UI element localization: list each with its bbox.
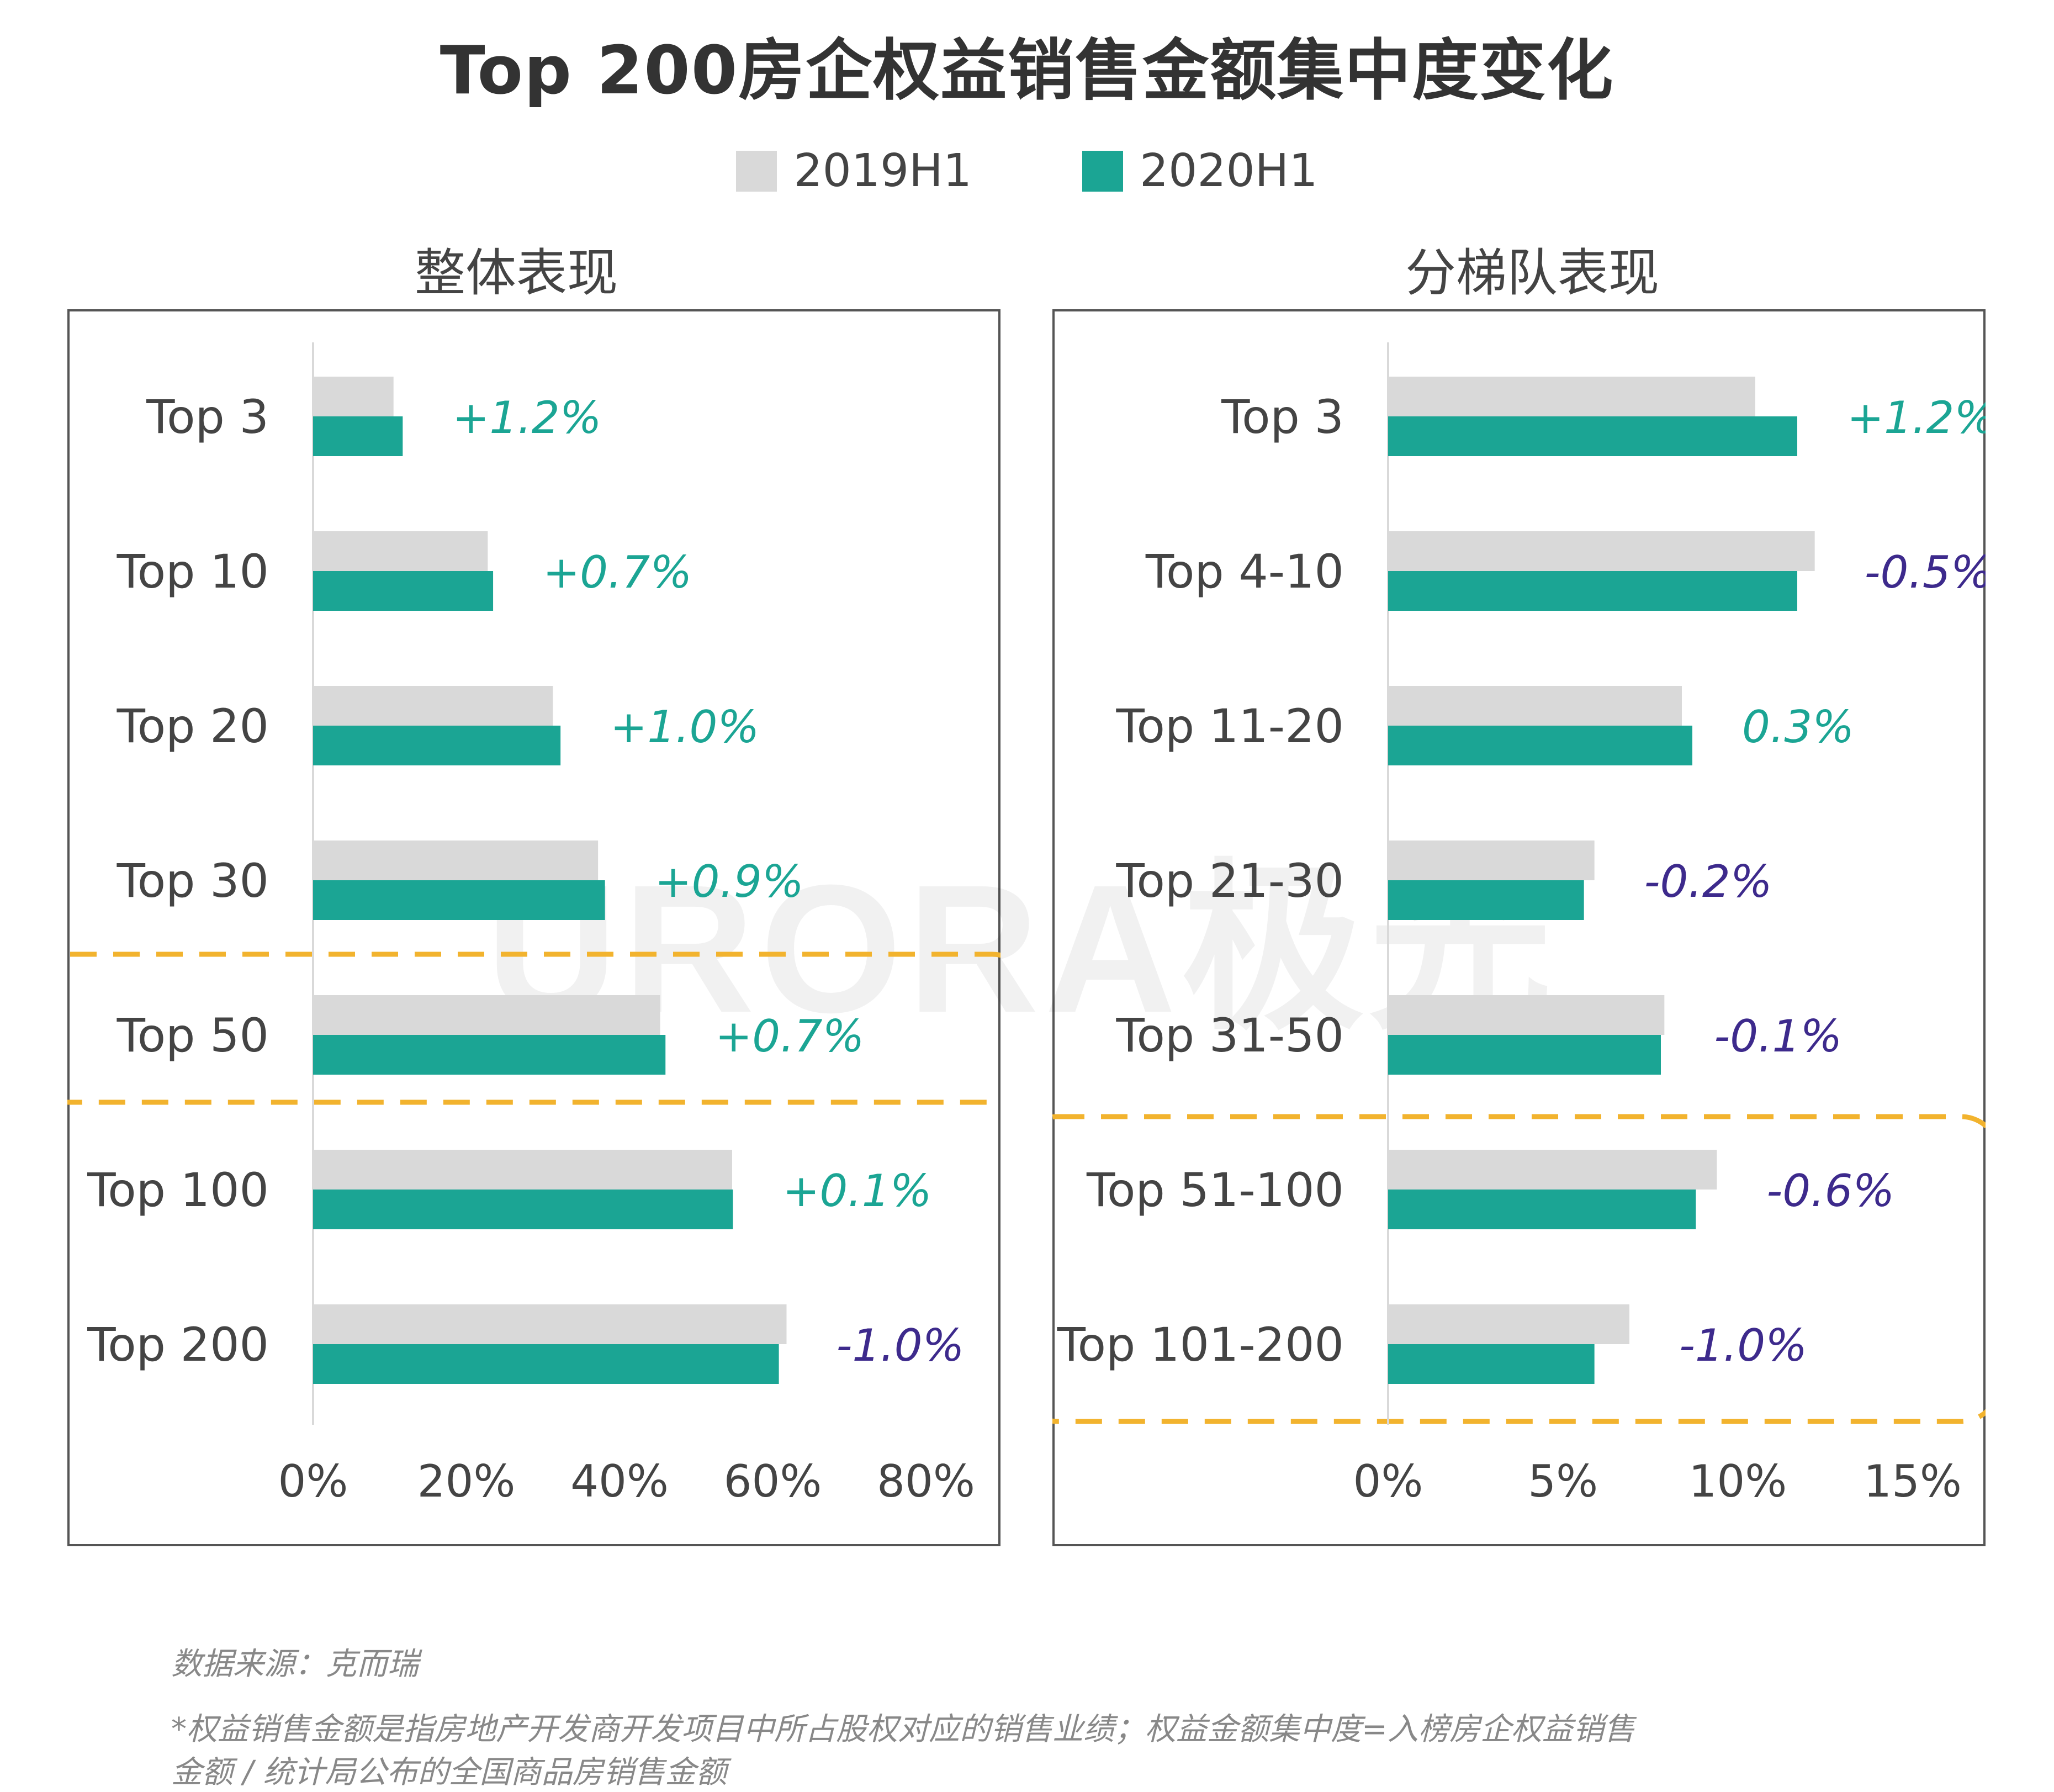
- category-label: Top 200: [87, 1318, 269, 1372]
- data-label: +1.2%: [452, 392, 601, 443]
- data-label: 0.3%: [1742, 701, 1854, 753]
- category-label: Top 31-50: [1115, 1008, 1344, 1062]
- footer-source: 数据来源：克而瑞: [171, 1646, 419, 1682]
- data-label: -0.2%: [1644, 856, 1772, 907]
- panel-tiers: [1052, 309, 1986, 1546]
- watermark: URORA极光: [486, 847, 1557, 1050]
- bar-2020-5: [313, 1190, 733, 1229]
- category-label: Top 30: [117, 854, 269, 908]
- category-label: Top 10: [117, 545, 269, 599]
- panel-title-tiers: 分梯队表现: [1405, 244, 1659, 303]
- category-label: Top 3: [1221, 390, 1344, 444]
- data-label: +0.9%: [655, 856, 804, 907]
- bar-2020-0: [1388, 416, 1797, 456]
- bar-2019-3: [1388, 841, 1595, 880]
- legend-item-2020: 2020H1: [1082, 145, 1318, 197]
- bar-2020-1: [1388, 571, 1797, 611]
- bar-2019-4: [313, 995, 660, 1035]
- data-label: -1.0%: [836, 1320, 964, 1371]
- data-label: +0.7%: [715, 1011, 864, 1062]
- bar-2019-1: [1388, 531, 1815, 571]
- bar-2020-2: [1388, 726, 1692, 765]
- footer-note-line2: 金额 / 统计局公布的全国商品房销售金额: [171, 1754, 727, 1790]
- bar-2020-1: [313, 571, 494, 611]
- data-label: +0.7%: [543, 547, 692, 598]
- legend-item-2019: 2019H1: [736, 145, 972, 197]
- legend-label-2019: 2019H1: [793, 145, 972, 197]
- bar-2020-6: [1388, 1344, 1595, 1384]
- bar-2020-4: [1388, 1035, 1661, 1075]
- data-label: +1.0%: [610, 701, 759, 753]
- bar-2019-2: [1388, 686, 1682, 726]
- chart-overall: Top 3 +1.2% Top 10 +0.7% Top 20 +1.0% Top 30 +0…: [67, 342, 1000, 1507]
- legend-label-2020: 2020H1: [1140, 145, 1318, 197]
- category-label: Top 100: [87, 1163, 269, 1217]
- data-label: -0.6%: [1766, 1165, 1894, 1217]
- bar-2020-3: [1388, 880, 1584, 920]
- data-label: -1.0%: [1679, 1320, 1807, 1371]
- highlight-box-0: [67, 951, 1000, 1105]
- bar-2019-3: [313, 841, 599, 880]
- bar-2020-0: [313, 416, 403, 456]
- highlight-box-0: [1052, 1114, 1986, 1424]
- footer-note-line1: *权益销售金额是指房地产开发商开发项目中所占股权对应的销售业绩；权益金额集中度=…: [171, 1711, 1635, 1747]
- x-tick-label: 20%: [417, 1456, 516, 1507]
- category-label: Top 3: [146, 390, 269, 444]
- bar-2020-3: [313, 880, 605, 920]
- x-tick-label: 0%: [278, 1456, 348, 1507]
- panel-title-overall: 整体表现: [414, 244, 618, 303]
- legend-swatch-2019: [736, 150, 777, 192]
- x-tick-label: 80%: [877, 1456, 975, 1507]
- bar-2019-5: [1388, 1150, 1717, 1190]
- x-tick-label: 5%: [1528, 1456, 1598, 1507]
- page-title: Top 200房企权益销售金额集中度变化: [440, 33, 1614, 109]
- x-tick-label: 15%: [1864, 1456, 1962, 1507]
- category-label: Top 21-30: [1115, 854, 1344, 908]
- category-label: Top 4-10: [1145, 545, 1344, 599]
- x-tick-label: 0%: [1353, 1456, 1423, 1507]
- category-label: Top 51-100: [1086, 1163, 1344, 1217]
- bar-2020-4: [313, 1035, 666, 1075]
- bar-2020-6: [313, 1344, 779, 1384]
- bar-2020-5: [1388, 1190, 1696, 1229]
- category-label: Top 20: [117, 699, 269, 753]
- bar-2019-2: [313, 686, 553, 726]
- bar-2019-0: [313, 377, 394, 416]
- data-label: +1.2%: [1847, 392, 1986, 443]
- data-label: +0.1%: [782, 1165, 931, 1217]
- data-label: -0.1%: [1714, 1011, 1842, 1062]
- category-label: Top 101-200: [1057, 1318, 1344, 1372]
- bar-2019-0: [1388, 377, 1755, 416]
- x-tick-label: 40%: [570, 1456, 669, 1507]
- bar-2019-6: [1388, 1304, 1629, 1344]
- x-tick-label: 60%: [724, 1456, 822, 1507]
- bar-2020-2: [313, 726, 561, 765]
- legend: 2019H1 2020H1: [0, 145, 2054, 197]
- bar-2019-6: [313, 1304, 787, 1344]
- panel-overall: [67, 309, 1000, 1546]
- category-label: Top 11-20: [1115, 699, 1344, 753]
- legend-swatch-2020: [1082, 150, 1123, 192]
- bar-2019-1: [313, 531, 488, 571]
- chart-tiers: Top 3 +1.2% Top 4-10 -0.5% Top 11-20 0.3% Top …: [1052, 342, 1986, 1507]
- data-label: -0.5%: [1865, 547, 1986, 598]
- category-label: Top 50: [117, 1008, 269, 1062]
- x-tick-label: 10%: [1688, 1456, 1787, 1507]
- bar-2019-5: [313, 1150, 732, 1190]
- bar-2019-4: [1388, 995, 1665, 1035]
